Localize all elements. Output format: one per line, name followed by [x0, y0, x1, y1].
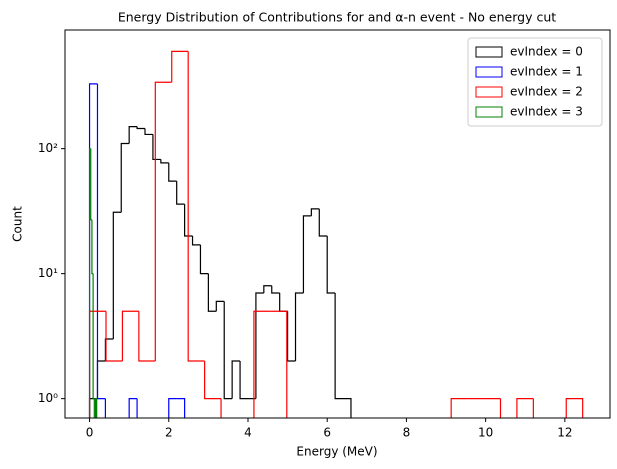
histogram-step	[253, 310, 271, 418]
histogram-step	[112, 211, 122, 340]
histogram-step	[94, 398, 98, 418]
legend-swatch	[475, 86, 503, 98]
histogram-step	[93, 398, 95, 418]
y-tick-label: 10¹	[38, 266, 58, 280]
histogram-step	[450, 398, 468, 418]
legend-label: evIndex = 0	[510, 45, 583, 59]
histogram-step	[154, 81, 172, 362]
histogram-step	[91, 219, 94, 275]
x-tick-label: 12	[557, 426, 572, 440]
x-tick-label: 10	[478, 426, 493, 440]
plot-area	[88, 50, 584, 418]
histogram-step	[231, 360, 241, 399]
legend-swatch	[475, 66, 503, 78]
histogram-step	[96, 360, 106, 399]
histogram-step	[90, 148, 92, 221]
histogram-step	[310, 208, 320, 216]
histogram-step	[96, 83, 106, 400]
histogram-step	[565, 398, 584, 418]
histogram-step	[294, 292, 304, 362]
x-tick-label: 2	[165, 426, 173, 440]
histogram-step	[343, 398, 352, 418]
x-tick-label: 4	[244, 426, 252, 440]
axes-frame	[64, 29, 611, 419]
legend-swatch	[475, 106, 503, 118]
histogram-step	[191, 236, 201, 246]
x-tick-label: 8	[403, 426, 411, 440]
histogram-step	[160, 159, 169, 164]
histogram-step	[171, 50, 189, 83]
legend-label: evIndex = 1	[510, 65, 583, 79]
histogram-step	[187, 51, 205, 362]
histogram-step	[207, 273, 217, 312]
histogram-step	[286, 311, 296, 362]
histogram-step	[255, 292, 264, 399]
y-tick-label: 10⁰	[38, 391, 58, 405]
histogram-step	[215, 300, 225, 312]
histogram-step	[532, 398, 534, 418]
histogram-step	[136, 398, 138, 418]
histogram-step	[516, 398, 534, 418]
histogram-step	[302, 215, 312, 294]
histogram-step	[204, 361, 222, 400]
chart-title: Energy Distribution of Contributions for…	[118, 10, 556, 25]
histogram-step	[184, 204, 193, 237]
histogram-step	[144, 128, 153, 136]
histogram-step	[220, 398, 222, 418]
histogram-step	[128, 126, 138, 144]
histogram-step	[271, 285, 280, 294]
histogram-step	[223, 301, 233, 400]
histogram-step	[318, 208, 328, 237]
histogram-step	[168, 398, 177, 418]
histogram-step	[104, 398, 106, 418]
histogram-step	[239, 361, 248, 400]
histogram-step	[279, 293, 288, 312]
histogram-step	[128, 398, 138, 418]
histogram-step	[326, 236, 336, 294]
histogram-step	[136, 126, 146, 130]
x-tick-label: 0	[86, 426, 94, 440]
y-tick-label: 10²	[38, 141, 58, 155]
legend-label: evIndex = 2	[510, 85, 583, 99]
histogram-step	[286, 311, 288, 418]
x-axis-label: Energy (MeV)	[296, 445, 377, 459]
legend-box	[467, 37, 603, 127]
y-axis-label: Count	[11, 206, 25, 242]
histogram-step	[199, 244, 209, 275]
histogram-step	[176, 398, 186, 418]
x-tick-label: 6	[323, 426, 331, 440]
histogram-step	[168, 162, 177, 182]
histogram-step	[334, 293, 344, 400]
legend-label: evIndex = 3	[510, 105, 583, 119]
histogram-step	[176, 181, 185, 205]
histogram-step	[263, 285, 272, 294]
histogram-step	[105, 311, 123, 362]
histogram-step	[152, 134, 161, 161]
legend-swatch	[475, 46, 503, 58]
histogram-step	[121, 310, 139, 362]
histogram-step	[138, 311, 156, 362]
histogram-step	[92, 273, 95, 400]
histogram-step	[499, 398, 502, 418]
histogram-step	[120, 142, 130, 213]
